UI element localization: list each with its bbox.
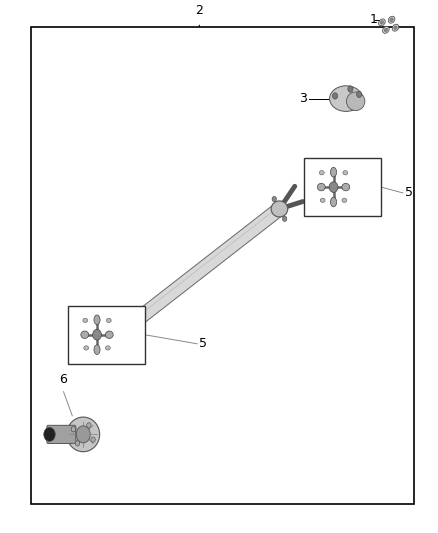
Text: 3: 3 [299, 92, 307, 105]
Ellipse shape [330, 86, 363, 111]
Circle shape [71, 426, 75, 432]
Bar [304, 158, 381, 216]
Text: 4: 4 [128, 311, 134, 321]
Circle shape [329, 182, 338, 192]
Text: 2: 2 [195, 4, 203, 17]
Circle shape [348, 86, 353, 92]
Ellipse shape [392, 24, 399, 31]
Polygon shape [110, 203, 283, 345]
Circle shape [272, 196, 276, 201]
Circle shape [357, 91, 362, 98]
Ellipse shape [342, 198, 347, 203]
Bar [68, 306, 145, 364]
Ellipse shape [394, 26, 397, 29]
Text: 6: 6 [60, 374, 67, 386]
Ellipse shape [67, 417, 99, 452]
Circle shape [75, 441, 80, 446]
Text: 5: 5 [405, 187, 413, 199]
FancyBboxPatch shape [47, 425, 76, 443]
Ellipse shape [346, 92, 365, 111]
Ellipse shape [384, 28, 388, 31]
Circle shape [76, 426, 90, 443]
Text: 5: 5 [199, 337, 207, 350]
Ellipse shape [320, 198, 325, 203]
Circle shape [116, 344, 119, 349]
Circle shape [332, 93, 338, 99]
Ellipse shape [83, 318, 88, 322]
Circle shape [44, 427, 55, 441]
Ellipse shape [380, 21, 384, 24]
Ellipse shape [84, 346, 88, 350]
Circle shape [91, 437, 95, 442]
Ellipse shape [390, 18, 393, 21]
Circle shape [283, 216, 287, 222]
Ellipse shape [106, 346, 110, 350]
Circle shape [107, 328, 110, 333]
Bar [31, 27, 414, 504]
Ellipse shape [378, 19, 385, 26]
Ellipse shape [319, 171, 324, 175]
Ellipse shape [81, 331, 88, 338]
Circle shape [93, 329, 101, 340]
Ellipse shape [94, 315, 100, 325]
Text: 4: 4 [364, 164, 371, 174]
Text: 1: 1 [370, 13, 378, 26]
Ellipse shape [94, 345, 100, 354]
Ellipse shape [105, 331, 113, 338]
Ellipse shape [342, 183, 350, 191]
Ellipse shape [343, 171, 348, 175]
Ellipse shape [317, 183, 325, 191]
Ellipse shape [271, 201, 288, 217]
Ellipse shape [106, 318, 111, 322]
Ellipse shape [106, 331, 120, 346]
Ellipse shape [382, 26, 389, 34]
Ellipse shape [330, 197, 336, 207]
Ellipse shape [388, 16, 395, 23]
Ellipse shape [330, 167, 336, 177]
Circle shape [87, 423, 91, 428]
